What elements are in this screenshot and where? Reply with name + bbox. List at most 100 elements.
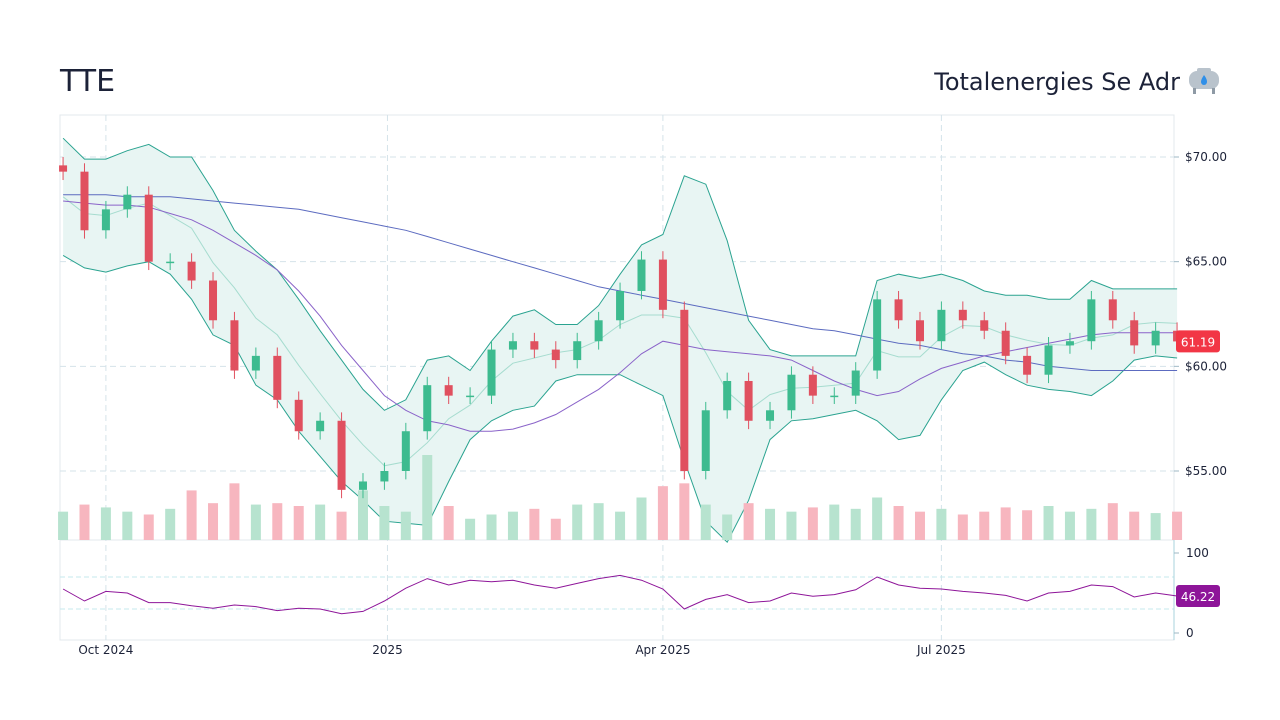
- candle-body: [530, 341, 539, 350]
- x-tick-label: Apr 2025: [635, 643, 690, 657]
- rsi-value-tag: [1176, 585, 1220, 608]
- candle-body: [937, 309, 946, 342]
- volume-bar: [1043, 506, 1054, 540]
- candle-body: [830, 395, 839, 398]
- bollinger-lower-line: [62, 254, 1178, 544]
- volume-bar: [657, 486, 668, 540]
- candle-body: [766, 410, 775, 421]
- volume-bar: [208, 503, 219, 540]
- x-tick-label: 2025: [372, 643, 403, 657]
- candle-body: [230, 320, 239, 371]
- candle-body: [808, 374, 817, 396]
- rsi-value-label: 46.22: [1181, 590, 1215, 604]
- candle-body: [551, 349, 560, 361]
- rsi-tick-label: 0: [1186, 626, 1194, 640]
- sma-short-line: [63, 200, 1178, 432]
- candle-body: [444, 385, 453, 396]
- volume-bar: [272, 503, 283, 540]
- candle-body: [744, 380, 753, 421]
- volume-bar: [229, 483, 240, 540]
- volume-bar: [1107, 503, 1118, 540]
- candle-body: [487, 349, 496, 396]
- candle-body: [187, 261, 196, 281]
- volume-bar: [850, 508, 861, 540]
- rsi-panel: 100 0 46.22: [60, 540, 1220, 640]
- volume-bar: [315, 504, 326, 540]
- candle-body: [1130, 320, 1139, 346]
- volume-bar: [914, 511, 925, 540]
- volume-bar: [379, 506, 390, 540]
- candle-body: [873, 299, 882, 371]
- volume-bar: [593, 503, 604, 540]
- x-tick-label: Jul 2025: [916, 643, 966, 657]
- volume-bar: [58, 511, 69, 540]
- volume-bar: [165, 508, 176, 540]
- candle-body: [380, 471, 389, 482]
- volume-bar: [893, 506, 904, 540]
- bollinger-fill: [63, 138, 1178, 543]
- candle-body: [59, 165, 68, 172]
- volume-bar: [79, 504, 90, 540]
- volume-bar: [679, 483, 690, 540]
- y-tick-label: $55.00: [1185, 464, 1227, 478]
- candle-body: [316, 420, 325, 432]
- volume-bar: [1000, 507, 1011, 540]
- candle-body: [144, 194, 153, 262]
- volume-bars: [58, 455, 1183, 540]
- candle-body: [251, 355, 260, 371]
- volume-bar: [807, 507, 818, 540]
- volume-bar: [250, 504, 261, 540]
- volume-bar: [1064, 511, 1075, 540]
- candle-body: [1151, 330, 1160, 346]
- volume-bar: [636, 497, 647, 540]
- candle-body: [508, 341, 517, 350]
- rsi-line: [62, 574, 1178, 615]
- volume-bar: [936, 508, 947, 540]
- bollinger-upper-line: [62, 137, 1178, 411]
- y-tick-label: $70.00: [1185, 150, 1227, 164]
- volume-bar: [722, 514, 733, 540]
- volume-bar: [143, 514, 154, 540]
- grid: [59, 114, 1175, 641]
- candle-body: [1001, 330, 1010, 356]
- volume-bar: [400, 511, 411, 540]
- volume-bar: [572, 504, 583, 540]
- volume-bar: [979, 511, 990, 540]
- candle-body: [423, 385, 432, 432]
- candle-body: [358, 481, 367, 490]
- ticker-symbol: TTE: [60, 64, 116, 99]
- volume-bar: [336, 511, 347, 540]
- volume-bar: [615, 511, 626, 540]
- candle-body: [1087, 299, 1096, 342]
- candle-body: [701, 410, 710, 471]
- candle-body: [1044, 345, 1053, 375]
- volume-bar: [443, 506, 454, 540]
- plot-border: [59, 114, 1175, 641]
- candle-body: [101, 209, 110, 231]
- last-price-label: 61.19: [1181, 335, 1215, 349]
- x-tick-label: Oct 2024: [78, 643, 133, 657]
- candle-body: [1065, 341, 1074, 346]
- y-tick-label: $65.00: [1185, 255, 1227, 269]
- volume-bar: [1086, 508, 1097, 540]
- candle-body: [1108, 299, 1117, 321]
- volume-bar: [1150, 513, 1161, 540]
- volume-bar: [1022, 510, 1033, 540]
- volume-bar: [829, 504, 840, 540]
- gas-tank-icon: [1189, 68, 1219, 94]
- volume-bar: [507, 511, 518, 540]
- candle-body: [1023, 355, 1032, 375]
- candle-body: [680, 309, 689, 471]
- candle-body: [594, 320, 603, 342]
- candle-body: [958, 309, 967, 321]
- candle-body: [573, 341, 582, 361]
- axes: Oct 2024 2025 Apr 2025 Jul 2025 $70.00 $65.00…: [78, 150, 1227, 657]
- candle-body: [723, 380, 732, 411]
- volume-bar: [786, 511, 797, 540]
- volume-bar: [1129, 511, 1140, 540]
- candle-body: [401, 431, 410, 471]
- candles: [59, 157, 1182, 499]
- candle-body: [915, 320, 924, 342]
- last-price-tag: [1176, 330, 1220, 353]
